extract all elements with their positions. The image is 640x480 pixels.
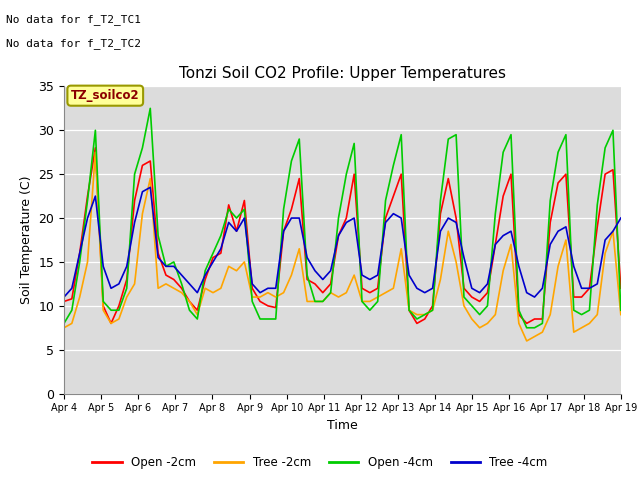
Legend: Open -2cm, Tree -2cm, Open -4cm, Tree -4cm: Open -2cm, Tree -2cm, Open -4cm, Tree -4…: [88, 452, 552, 474]
X-axis label: Time: Time: [327, 419, 358, 432]
Title: Tonzi Soil CO2 Profile: Upper Temperatures: Tonzi Soil CO2 Profile: Upper Temperatur…: [179, 66, 506, 81]
Text: No data for f_T2_TC1: No data for f_T2_TC1: [6, 14, 141, 25]
Y-axis label: Soil Temperature (C): Soil Temperature (C): [20, 176, 33, 304]
Text: No data for f_T2_TC2: No data for f_T2_TC2: [6, 38, 141, 49]
Text: TZ_soilco2: TZ_soilco2: [71, 89, 140, 102]
